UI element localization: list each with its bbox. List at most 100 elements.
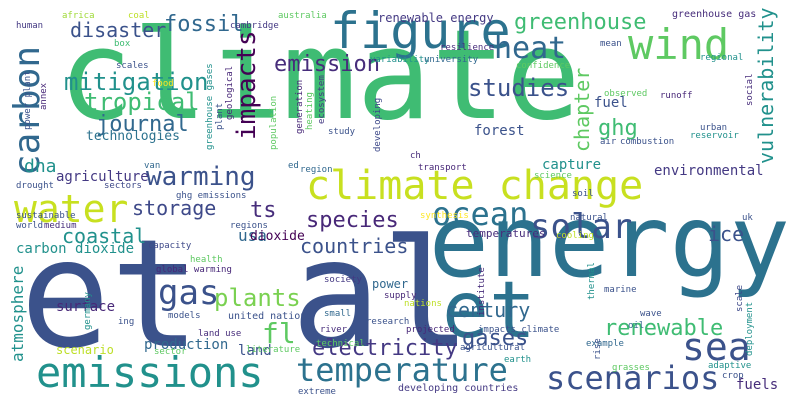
word: research (366, 317, 410, 327)
word: drought (16, 181, 54, 191)
word: disaster (70, 18, 167, 42)
word: ch (410, 151, 421, 161)
word: climate change (306, 163, 644, 209)
word: mean (600, 39, 622, 49)
word: scenario (56, 343, 114, 357)
word: literature (246, 345, 301, 355)
word: technical (316, 339, 365, 349)
word: regions (230, 221, 268, 231)
word: resilience (440, 43, 495, 53)
word: generation (295, 79, 305, 134)
word: supply (384, 291, 417, 301)
word: power (372, 277, 409, 291)
word: adaptive (708, 361, 752, 371)
word: example (586, 339, 624, 349)
word: ed (288, 161, 299, 171)
word: dna (24, 156, 57, 177)
word: developing (373, 97, 383, 152)
word: grasses (612, 363, 650, 373)
word: greenhouse gas (672, 9, 757, 20)
word: study (328, 127, 356, 137)
word: models (168, 311, 201, 321)
word: global warming (156, 265, 232, 275)
word: projected (406, 325, 455, 335)
word: small (324, 309, 352, 319)
word: environmental (654, 163, 764, 179)
word: ecosystem (317, 75, 327, 124)
word: forest (474, 123, 525, 139)
word: impacts (232, 30, 262, 140)
word: tropical (84, 88, 200, 116)
word: emissions (36, 348, 264, 397)
word: ghg (598, 116, 638, 141)
word: chapter (570, 67, 594, 152)
word: wave (640, 309, 662, 319)
word: land (238, 343, 272, 359)
word: van (144, 161, 161, 171)
word: journal (96, 112, 189, 137)
word: century (446, 298, 531, 322)
word: la (340, 295, 351, 305)
word: fuel (594, 95, 628, 111)
word: storage (132, 196, 217, 220)
word: deployment (745, 301, 755, 356)
word: soil (572, 189, 594, 199)
word: regional (700, 53, 744, 63)
word: oil (628, 321, 645, 331)
word: land use (198, 329, 242, 339)
word: gas (158, 273, 220, 313)
word: medium (44, 221, 77, 231)
word: usa (238, 226, 267, 245)
word: solar (530, 207, 633, 247)
word: gases (462, 326, 529, 351)
word: sectors (104, 181, 142, 191)
word: fuels (736, 377, 779, 393)
word: nations (404, 299, 442, 309)
word: extreme (298, 387, 336, 397)
word: river (320, 325, 348, 335)
word: carbon dioxide (16, 241, 135, 257)
word: countries (300, 234, 409, 258)
word: variability (370, 55, 430, 65)
word: mitigation (64, 68, 209, 96)
word: electricity (312, 336, 458, 361)
word: greenhouse gases (205, 63, 215, 150)
word: et (442, 266, 536, 356)
word: wind (628, 20, 730, 69)
word: impacts climate (478, 325, 560, 335)
word: power plant (23, 70, 33, 130)
word: box (114, 39, 131, 49)
word: social (745, 73, 755, 106)
word: sector (154, 347, 187, 357)
word: runoff (660, 91, 693, 101)
word: world (16, 221, 44, 231)
word: combustion (620, 137, 675, 147)
word: renewable energy (378, 11, 494, 25)
word: climate (58, 4, 581, 148)
word: agricultural (460, 343, 526, 353)
word: scenarios (546, 359, 720, 397)
word: plant (215, 102, 225, 130)
word: observed (604, 89, 648, 99)
word: germany (83, 292, 93, 330)
word: sustainable (16, 211, 76, 221)
word: fossil (164, 12, 244, 37)
word: sea (682, 325, 751, 369)
word: natural (570, 213, 608, 223)
word: capacity (148, 241, 192, 251)
word: et al (20, 208, 472, 382)
word: uk (742, 213, 753, 223)
word: production (144, 337, 229, 353)
word: crop (722, 371, 744, 381)
word: heating (305, 92, 315, 130)
word: agriculture (56, 169, 149, 185)
word: energy (428, 183, 790, 300)
word: human (16, 21, 44, 31)
word: coal (128, 11, 150, 21)
word: reservoir (690, 131, 739, 141)
word: cooling (556, 231, 594, 241)
word: renewable (604, 316, 724, 341)
word: africa (62, 11, 95, 21)
word: scales (116, 61, 149, 71)
